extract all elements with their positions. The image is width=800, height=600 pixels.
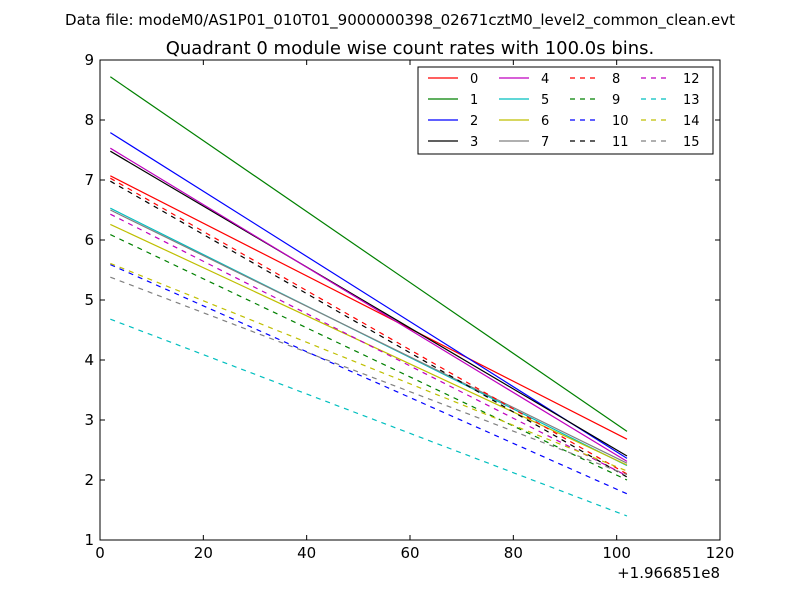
legend-label: 9 bbox=[612, 93, 620, 108]
y-tick-label: 4 bbox=[84, 351, 94, 369]
legend-label: 8 bbox=[612, 72, 620, 87]
legend-label: 13 bbox=[683, 93, 700, 108]
legend-label: 12 bbox=[683, 72, 700, 87]
x-tick-label: 40 bbox=[297, 544, 316, 562]
series-line-3 bbox=[110, 150, 628, 457]
legend-label: 5 bbox=[541, 93, 549, 108]
y-tick-label: 8 bbox=[84, 111, 94, 129]
series-line-13 bbox=[110, 318, 628, 517]
series-line-1 bbox=[109, 76, 628, 432]
legend-box bbox=[417, 66, 714, 155]
legend-label: 1 bbox=[470, 93, 478, 108]
legend-label: 2 bbox=[470, 114, 478, 129]
series-line-4 bbox=[110, 147, 628, 462]
legend-label: 4 bbox=[541, 72, 549, 87]
legend-label: 14 bbox=[683, 114, 700, 129]
y-tick-label: 1 bbox=[84, 531, 94, 549]
series-line-15 bbox=[110, 276, 628, 476]
series-line-11 bbox=[110, 180, 628, 478]
y-tick-label: 2 bbox=[84, 471, 94, 489]
series-line-10 bbox=[110, 264, 628, 495]
series-line-14 bbox=[110, 262, 628, 472]
x-tick-label: 80 bbox=[504, 544, 523, 562]
legend-label: 6 bbox=[541, 114, 549, 129]
y-tick-label: 5 bbox=[84, 291, 94, 309]
x-tick-label: 100 bbox=[602, 544, 631, 562]
legend-label: 11 bbox=[612, 135, 629, 150]
legend-label: 3 bbox=[470, 135, 478, 150]
x-offset-label: +1.966851e8 bbox=[617, 564, 720, 582]
legend-label: 0 bbox=[470, 72, 478, 87]
series-line-6 bbox=[110, 223, 628, 466]
legend-label: 7 bbox=[541, 135, 549, 150]
y-tick-label: 7 bbox=[84, 171, 94, 189]
legend-label: 15 bbox=[683, 135, 700, 150]
series-line-7 bbox=[110, 209, 628, 464]
chart-suptitle: Data file: modeM0/AS1P01_010T01_90000003… bbox=[65, 11, 735, 30]
y-tick-label: 6 bbox=[84, 231, 94, 249]
x-tick-label: 60 bbox=[400, 544, 419, 562]
x-tick-label: 0 bbox=[95, 544, 105, 562]
y-tick-label: 9 bbox=[84, 51, 94, 69]
series-line-12 bbox=[110, 213, 628, 477]
series-line-0 bbox=[110, 175, 628, 440]
x-tick-label: 120 bbox=[706, 544, 735, 562]
y-tick-label: 3 bbox=[84, 411, 94, 429]
x-tick-label: 20 bbox=[194, 544, 213, 562]
series-line-9 bbox=[110, 234, 628, 481]
series-layer bbox=[109, 76, 628, 517]
series-line-8 bbox=[110, 177, 628, 475]
series-line-2 bbox=[110, 132, 628, 459]
legend-label: 10 bbox=[612, 114, 629, 129]
chart-title: Quadrant 0 module wise count rates with … bbox=[166, 38, 655, 59]
